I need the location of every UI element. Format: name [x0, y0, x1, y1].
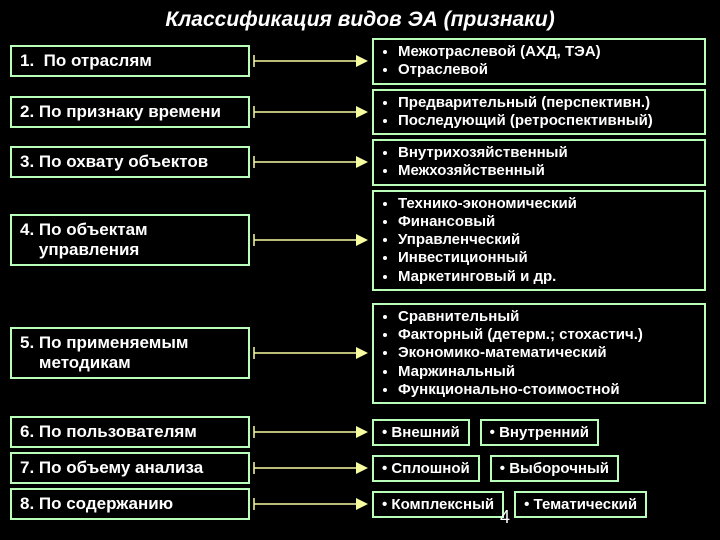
diagram-root: Классификация видов ЭА (признаки) 1. По …: [0, 0, 720, 540]
category-item: Последующий (ретроспективный): [398, 112, 698, 129]
category-label: 8. По содержанию: [10, 488, 250, 520]
classification-row: 3. По охвату объектов Внутрихозяйственны…: [0, 139, 720, 186]
inline-items: Сплошной Выборочный: [372, 455, 720, 482]
inline-item: Внешний: [372, 419, 470, 446]
classification-row: 7. По объему анализа Сплошной Выборочный: [0, 452, 720, 484]
category-item: Маржинальный: [398, 363, 698, 380]
category-item: Межхозяйственный: [398, 162, 698, 179]
category-label: 2. По признаку времени: [10, 96, 250, 128]
category-item: Внутрихозяйственный: [398, 144, 698, 161]
category-item: Функционально-стоимостной: [398, 381, 698, 398]
arrow-icon: [250, 490, 372, 518]
category-label: 6. По пользователям: [10, 416, 250, 448]
arrow-icon: [250, 339, 372, 367]
inline-item: Выборочный: [490, 455, 619, 482]
classification-row: 4. По объектам управления Технико-эконом…: [0, 190, 720, 291]
category-items: ВнутрихозяйственныйМежхозяйственный: [372, 139, 706, 186]
classification-row: 2. По признаку времени Предварительный (…: [0, 89, 720, 136]
category-item: Экономико-математический: [398, 344, 698, 361]
rows-container: 1. По отраслям Межотраслевой (АХД, ТЭА)О…: [0, 38, 720, 520]
arrow-icon: [250, 418, 372, 446]
category-item: Предварительный (перспективн.): [398, 94, 698, 111]
diagram-title: Классификация видов ЭА (признаки): [0, 0, 720, 38]
inline-item: Комплексный: [372, 491, 504, 518]
category-items: Технико-экономическийФинансовыйУправленч…: [372, 190, 706, 291]
category-item: Отраслевой: [398, 61, 698, 78]
category-items: Межотраслевой (АХД, ТЭА)Отраслевой: [372, 38, 706, 85]
inline-items: Комплексный Тематический: [372, 491, 720, 518]
classification-row: 1. По отраслям Межотраслевой (АХД, ТЭА)О…: [0, 38, 720, 85]
category-items: Предварительный (перспективн.)Последующи…: [372, 89, 706, 136]
classification-row: 6. По пользователям Внешний Внутренний: [0, 416, 720, 448]
category-item: Маркетинговый и др.: [398, 268, 698, 285]
category-label: 1. По отраслям: [10, 45, 250, 77]
classification-row: 5. По применяемым методикам Сравнительны…: [0, 303, 720, 404]
arrow-icon: [250, 47, 372, 75]
inline-item: Сплошной: [372, 455, 480, 482]
arrow-icon: [250, 98, 372, 126]
arrow-icon: [250, 454, 372, 482]
inline-items: Внешний Внутренний: [372, 419, 720, 446]
inline-item: Тематический: [514, 491, 647, 518]
arrow-icon: [250, 148, 372, 176]
category-item: Управленческий: [398, 231, 698, 248]
category-items: СравнительныйФакторный (детерм.; стохаст…: [372, 303, 706, 404]
inline-item: Внутренний: [480, 419, 599, 446]
category-item: Сравнительный: [398, 308, 698, 325]
category-label: 5. По применяемым методикам: [10, 327, 250, 379]
category-item: Финансовый: [398, 213, 698, 230]
category-item: Факторный (детерм.; стохастич.): [398, 326, 698, 343]
classification-row: 8. По содержанию Комплексный Тематический: [0, 488, 720, 520]
category-item: Технико-экономический: [398, 195, 698, 212]
footer-number: 4: [500, 507, 510, 528]
category-label: 4. По объектам управления: [10, 214, 250, 266]
category-label: 3. По охвату объектов: [10, 146, 250, 178]
category-label: 7. По объему анализа: [10, 452, 250, 484]
category-item: Межотраслевой (АХД, ТЭА): [398, 43, 698, 60]
category-item: Инвестиционный: [398, 249, 698, 266]
arrow-icon: [250, 226, 372, 254]
